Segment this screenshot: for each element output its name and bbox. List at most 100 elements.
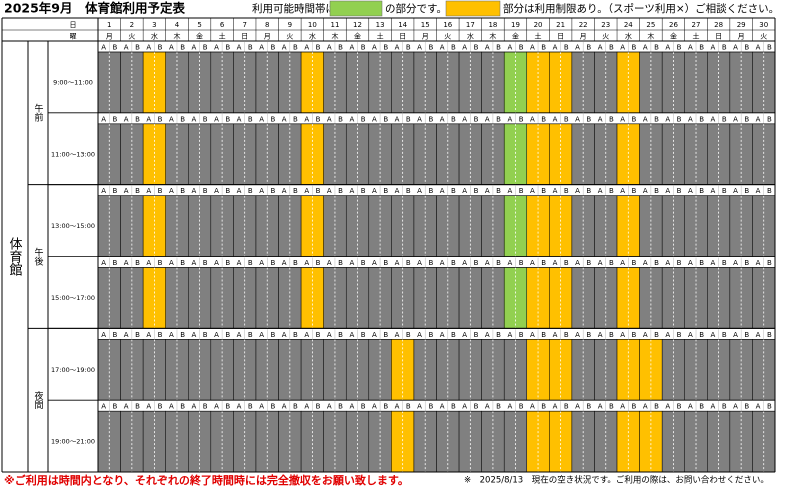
sub-column-label: B xyxy=(474,259,479,267)
sub-column-label: A xyxy=(688,115,693,123)
sub-column-label: A xyxy=(507,115,512,123)
sub-column-label: B xyxy=(383,331,388,339)
sub-column-label: A xyxy=(756,115,761,123)
sub-column-label: B xyxy=(383,259,388,267)
sub-column-label: B xyxy=(722,259,727,267)
sub-column-label: B xyxy=(158,403,163,411)
day-number: 6 xyxy=(220,21,225,29)
sub-column-label: B xyxy=(135,259,140,267)
sub-column-label: A xyxy=(507,331,512,339)
weekday: 日 xyxy=(557,33,564,41)
sub-column-label: A xyxy=(507,44,512,52)
time-label: 9:00～11:00 xyxy=(53,78,93,86)
period-label: 午前 xyxy=(33,103,44,123)
sub-column-label: A xyxy=(485,403,490,411)
sub-column-label: A xyxy=(620,259,625,267)
day-number: 25 xyxy=(646,21,655,29)
sub-column-label: A xyxy=(530,331,535,339)
period-label: 夜間 xyxy=(33,391,44,410)
sub-column-label: A xyxy=(485,259,490,267)
day-number: 24 xyxy=(624,21,633,29)
sub-column-label: A xyxy=(372,115,377,123)
sub-column-label: B xyxy=(767,187,772,195)
sub-column-label: A xyxy=(462,44,467,52)
sub-column-label: A xyxy=(620,115,625,123)
sub-column-label: B xyxy=(586,331,591,339)
sub-column-label: A xyxy=(643,115,648,123)
sub-column-label: B xyxy=(767,259,772,267)
sub-column-label: A xyxy=(733,259,738,267)
sub-column-label: B xyxy=(248,403,253,411)
sub-column-label: A xyxy=(756,187,761,195)
weekday: 木 xyxy=(489,32,496,41)
sub-column-label: B xyxy=(316,331,321,339)
sub-column-label: A xyxy=(417,187,422,195)
sub-column-label: B xyxy=(677,115,682,123)
sub-column-label: B xyxy=(158,187,163,195)
sub-column-label: B xyxy=(632,187,637,195)
sub-column-label: A xyxy=(169,115,174,123)
sub-column-label: B xyxy=(158,259,163,267)
sub-column-label: B xyxy=(541,115,546,123)
day-number: 11 xyxy=(330,21,339,29)
sub-column-label: B xyxy=(654,187,659,195)
sub-column-label: A xyxy=(372,187,377,195)
sub-column-label: A xyxy=(169,187,174,195)
sub-column-label: B xyxy=(519,115,524,123)
sub-column-label: B xyxy=(361,331,366,339)
sub-column-label: A xyxy=(349,44,354,52)
sub-column-label: A xyxy=(643,403,648,411)
sub-column-label: B xyxy=(699,115,704,123)
sub-column-label: B xyxy=(609,331,614,339)
sub-column-label: A xyxy=(756,259,761,267)
sub-column-label: A xyxy=(530,44,535,52)
sub-column-label: A xyxy=(259,403,264,411)
sub-column-label: A xyxy=(349,259,354,267)
sub-column-label: B xyxy=(248,115,253,123)
sub-column-label: A xyxy=(643,187,648,195)
sub-column-label: A xyxy=(485,187,490,195)
sub-column-label: A xyxy=(169,403,174,411)
weekday: 月 xyxy=(738,33,745,41)
weekday: 金 xyxy=(354,32,361,41)
sub-column-label: A xyxy=(124,187,129,195)
sub-column-label: A xyxy=(146,187,151,195)
sub-column-label: B xyxy=(316,187,321,195)
sub-column-label: A xyxy=(259,187,264,195)
sub-column-label: B xyxy=(383,403,388,411)
sub-column-label: B xyxy=(270,331,275,339)
sub-column-label: B xyxy=(406,403,411,411)
sub-column-label: A xyxy=(124,115,129,123)
sub-column-label: A xyxy=(598,115,603,123)
sub-column-label: A xyxy=(372,259,377,267)
day-number: 28 xyxy=(714,21,723,29)
sub-column-label: A xyxy=(192,259,197,267)
sub-column-label: A xyxy=(259,115,264,123)
sub-column-label: A xyxy=(304,259,309,267)
sub-column-label: A xyxy=(598,403,603,411)
weekday: 土 xyxy=(377,32,384,41)
day-number: 26 xyxy=(669,21,678,29)
sub-column-label: A xyxy=(124,331,129,339)
sub-column-label: A xyxy=(575,331,580,339)
sub-column-label: A xyxy=(553,115,558,123)
title: 2025年9月 体育館利用予定表 xyxy=(4,1,185,16)
weekday: 木 xyxy=(173,32,180,41)
sub-column-label: A xyxy=(395,259,400,267)
sub-column-label: A xyxy=(124,403,129,411)
sub-column-label: A xyxy=(711,331,716,339)
sub-column-label: B xyxy=(451,403,456,411)
sub-column-label: B xyxy=(632,44,637,52)
sub-column-label: A xyxy=(169,44,174,52)
legend-text: 利用可能時間帯は xyxy=(252,2,336,15)
sub-column-label: A xyxy=(665,403,670,411)
day-number: 8 xyxy=(265,21,269,29)
sub-column-label: A xyxy=(620,187,625,195)
sub-column-label: A xyxy=(327,44,332,52)
sub-column-label: A xyxy=(485,331,490,339)
weekday: 月 xyxy=(580,33,587,41)
sub-column-label: A xyxy=(440,187,445,195)
sub-column-label: B xyxy=(609,403,614,411)
sub-column-label: B xyxy=(180,115,185,123)
sub-column-label: A xyxy=(214,115,219,123)
